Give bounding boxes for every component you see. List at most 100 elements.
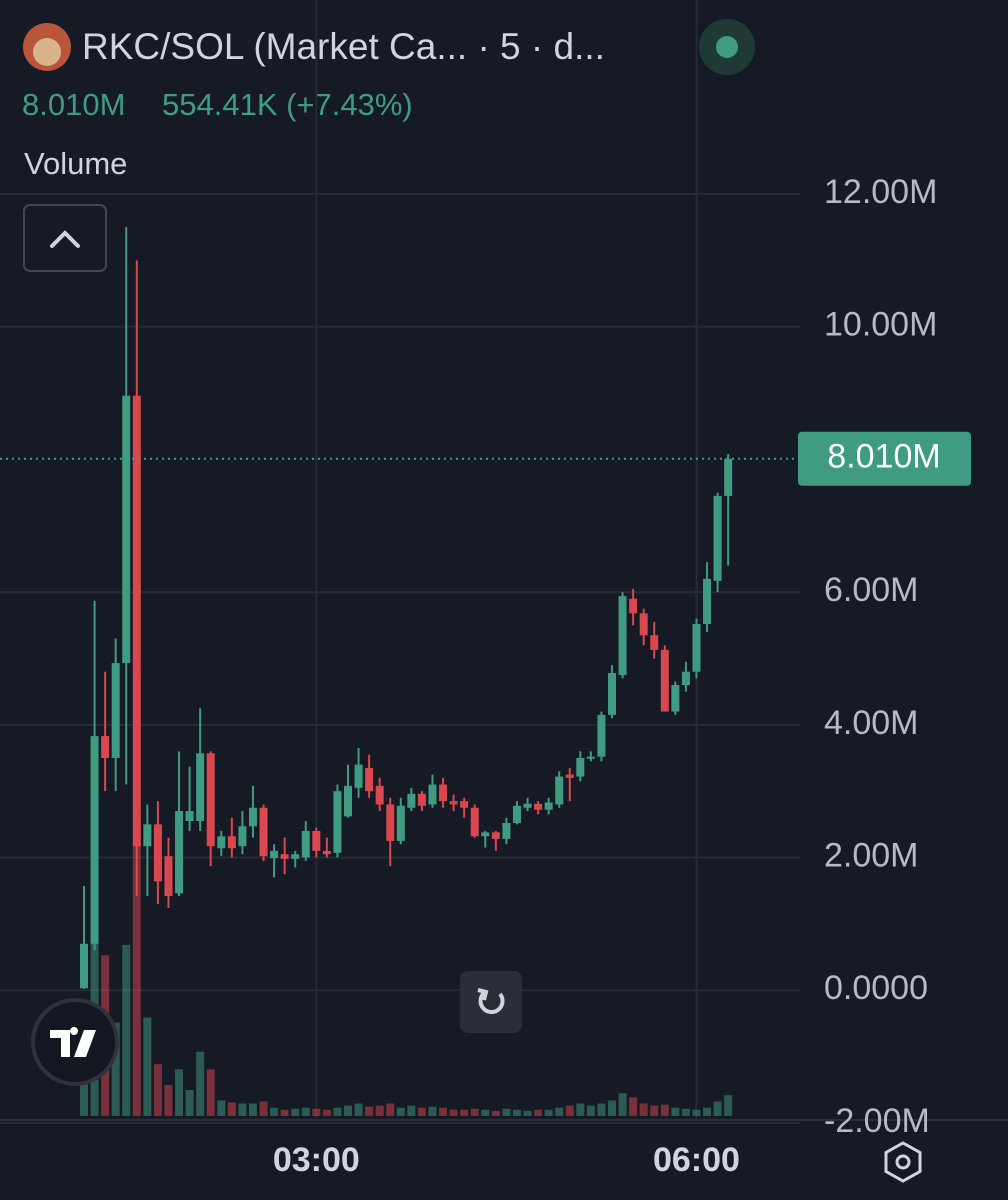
header-price: 8.010M [22,87,125,122]
candle-body [333,791,342,853]
candle-body [534,803,543,810]
volume-bar [259,1101,268,1116]
volume-bar [217,1100,226,1116]
last-price-tag [798,431,971,486]
volume-bar [724,1095,733,1116]
volume-bar [428,1106,437,1116]
candle-body [80,943,88,989]
candle-body [365,767,374,792]
volume-bar [460,1109,469,1116]
candle-body [703,578,712,624]
volume-bar [312,1108,321,1116]
volume-bar [280,1109,289,1116]
volume-bar [523,1110,532,1116]
volume-bar [132,841,141,1116]
candle-body [449,801,458,805]
candle-body [101,736,110,758]
volume-bar [344,1105,352,1116]
candle-body [238,826,247,847]
candle-body [639,613,648,636]
candle-body [512,805,521,824]
candle-body [439,784,448,802]
collapse-button[interactable] [23,204,107,272]
candle-body [544,802,553,810]
candle-body [164,856,173,897]
candle-body [491,832,500,839]
candle-body [196,753,205,822]
volume-bar [354,1103,363,1116]
tradingview-logo[interactable] [31,998,119,1086]
candle-body [713,495,722,581]
volume-bar [650,1105,659,1116]
volume-bar [481,1109,490,1116]
volume-bar [322,1109,331,1116]
header-change: 554.41K (+7.43%) [162,87,413,122]
volume-bar [713,1101,722,1116]
candle-body [206,753,215,847]
volume-bar [597,1103,606,1116]
volume-bar [586,1105,595,1116]
symbol-title[interactable]: RKC/SOL (Market Ca... · 5 · d... [82,26,605,67]
volume-bar [407,1105,416,1116]
token-avatar-face [33,38,61,66]
volume-bar [681,1108,690,1116]
volume-bar [153,1064,162,1116]
candle-body [122,395,131,664]
plot-area [0,0,800,1124]
candle-body [660,649,669,712]
volume-bar [386,1103,395,1116]
volume-bar [365,1106,374,1116]
volume-bar [301,1107,310,1116]
candle-body [111,663,120,758]
volume-bar [555,1107,564,1116]
candle-body [565,774,574,778]
volume-bar [639,1103,648,1116]
volume-bar [565,1105,574,1116]
candle-body [280,854,289,859]
candle-body [671,685,680,712]
status-dot [716,36,738,58]
volume-bar [671,1107,680,1116]
candle-body [312,830,321,851]
candle-body [322,850,331,855]
volume-bar [238,1103,247,1116]
volume-bar [143,1017,152,1116]
candle-body [396,805,405,841]
logo-dot [70,1027,78,1035]
candle-body [407,793,416,808]
volume-bar [333,1107,342,1116]
candle-body [259,807,268,857]
settings-button[interactable] [884,1141,922,1183]
candle-body [428,784,437,805]
volume-bar [248,1103,257,1116]
candle-body [555,776,564,805]
volume-bar [185,1090,194,1116]
reset-arrow [477,988,489,1001]
candle-body [217,836,226,849]
volume-bar [375,1105,384,1116]
volume-bar [544,1109,553,1116]
volume-bar [439,1107,448,1116]
volume-bar [175,1069,184,1116]
reset-button[interactable] [460,971,522,1033]
indicator-label: Volume [24,146,127,181]
volume-bar [470,1108,479,1116]
candle-body [417,793,426,806]
volume-bar [227,1102,236,1116]
volume-bar [206,1069,215,1116]
reset-icon [478,991,505,1014]
candle-body [386,804,395,841]
volume-bar [618,1093,627,1116]
volume-bar [502,1108,511,1116]
candle-body [650,635,659,650]
volume-bar [491,1110,500,1116]
y-tick-label: 2.00M [824,837,919,875]
candle-body [354,764,363,788]
candle-body [523,803,532,808]
y-tick-label: 0.0000 [824,969,928,1007]
volume-bar [111,1022,120,1116]
volume-bar [660,1104,669,1116]
x-tick-label: 06:00 [653,1141,740,1179]
candle-body [618,596,627,676]
candle-body [375,785,384,805]
